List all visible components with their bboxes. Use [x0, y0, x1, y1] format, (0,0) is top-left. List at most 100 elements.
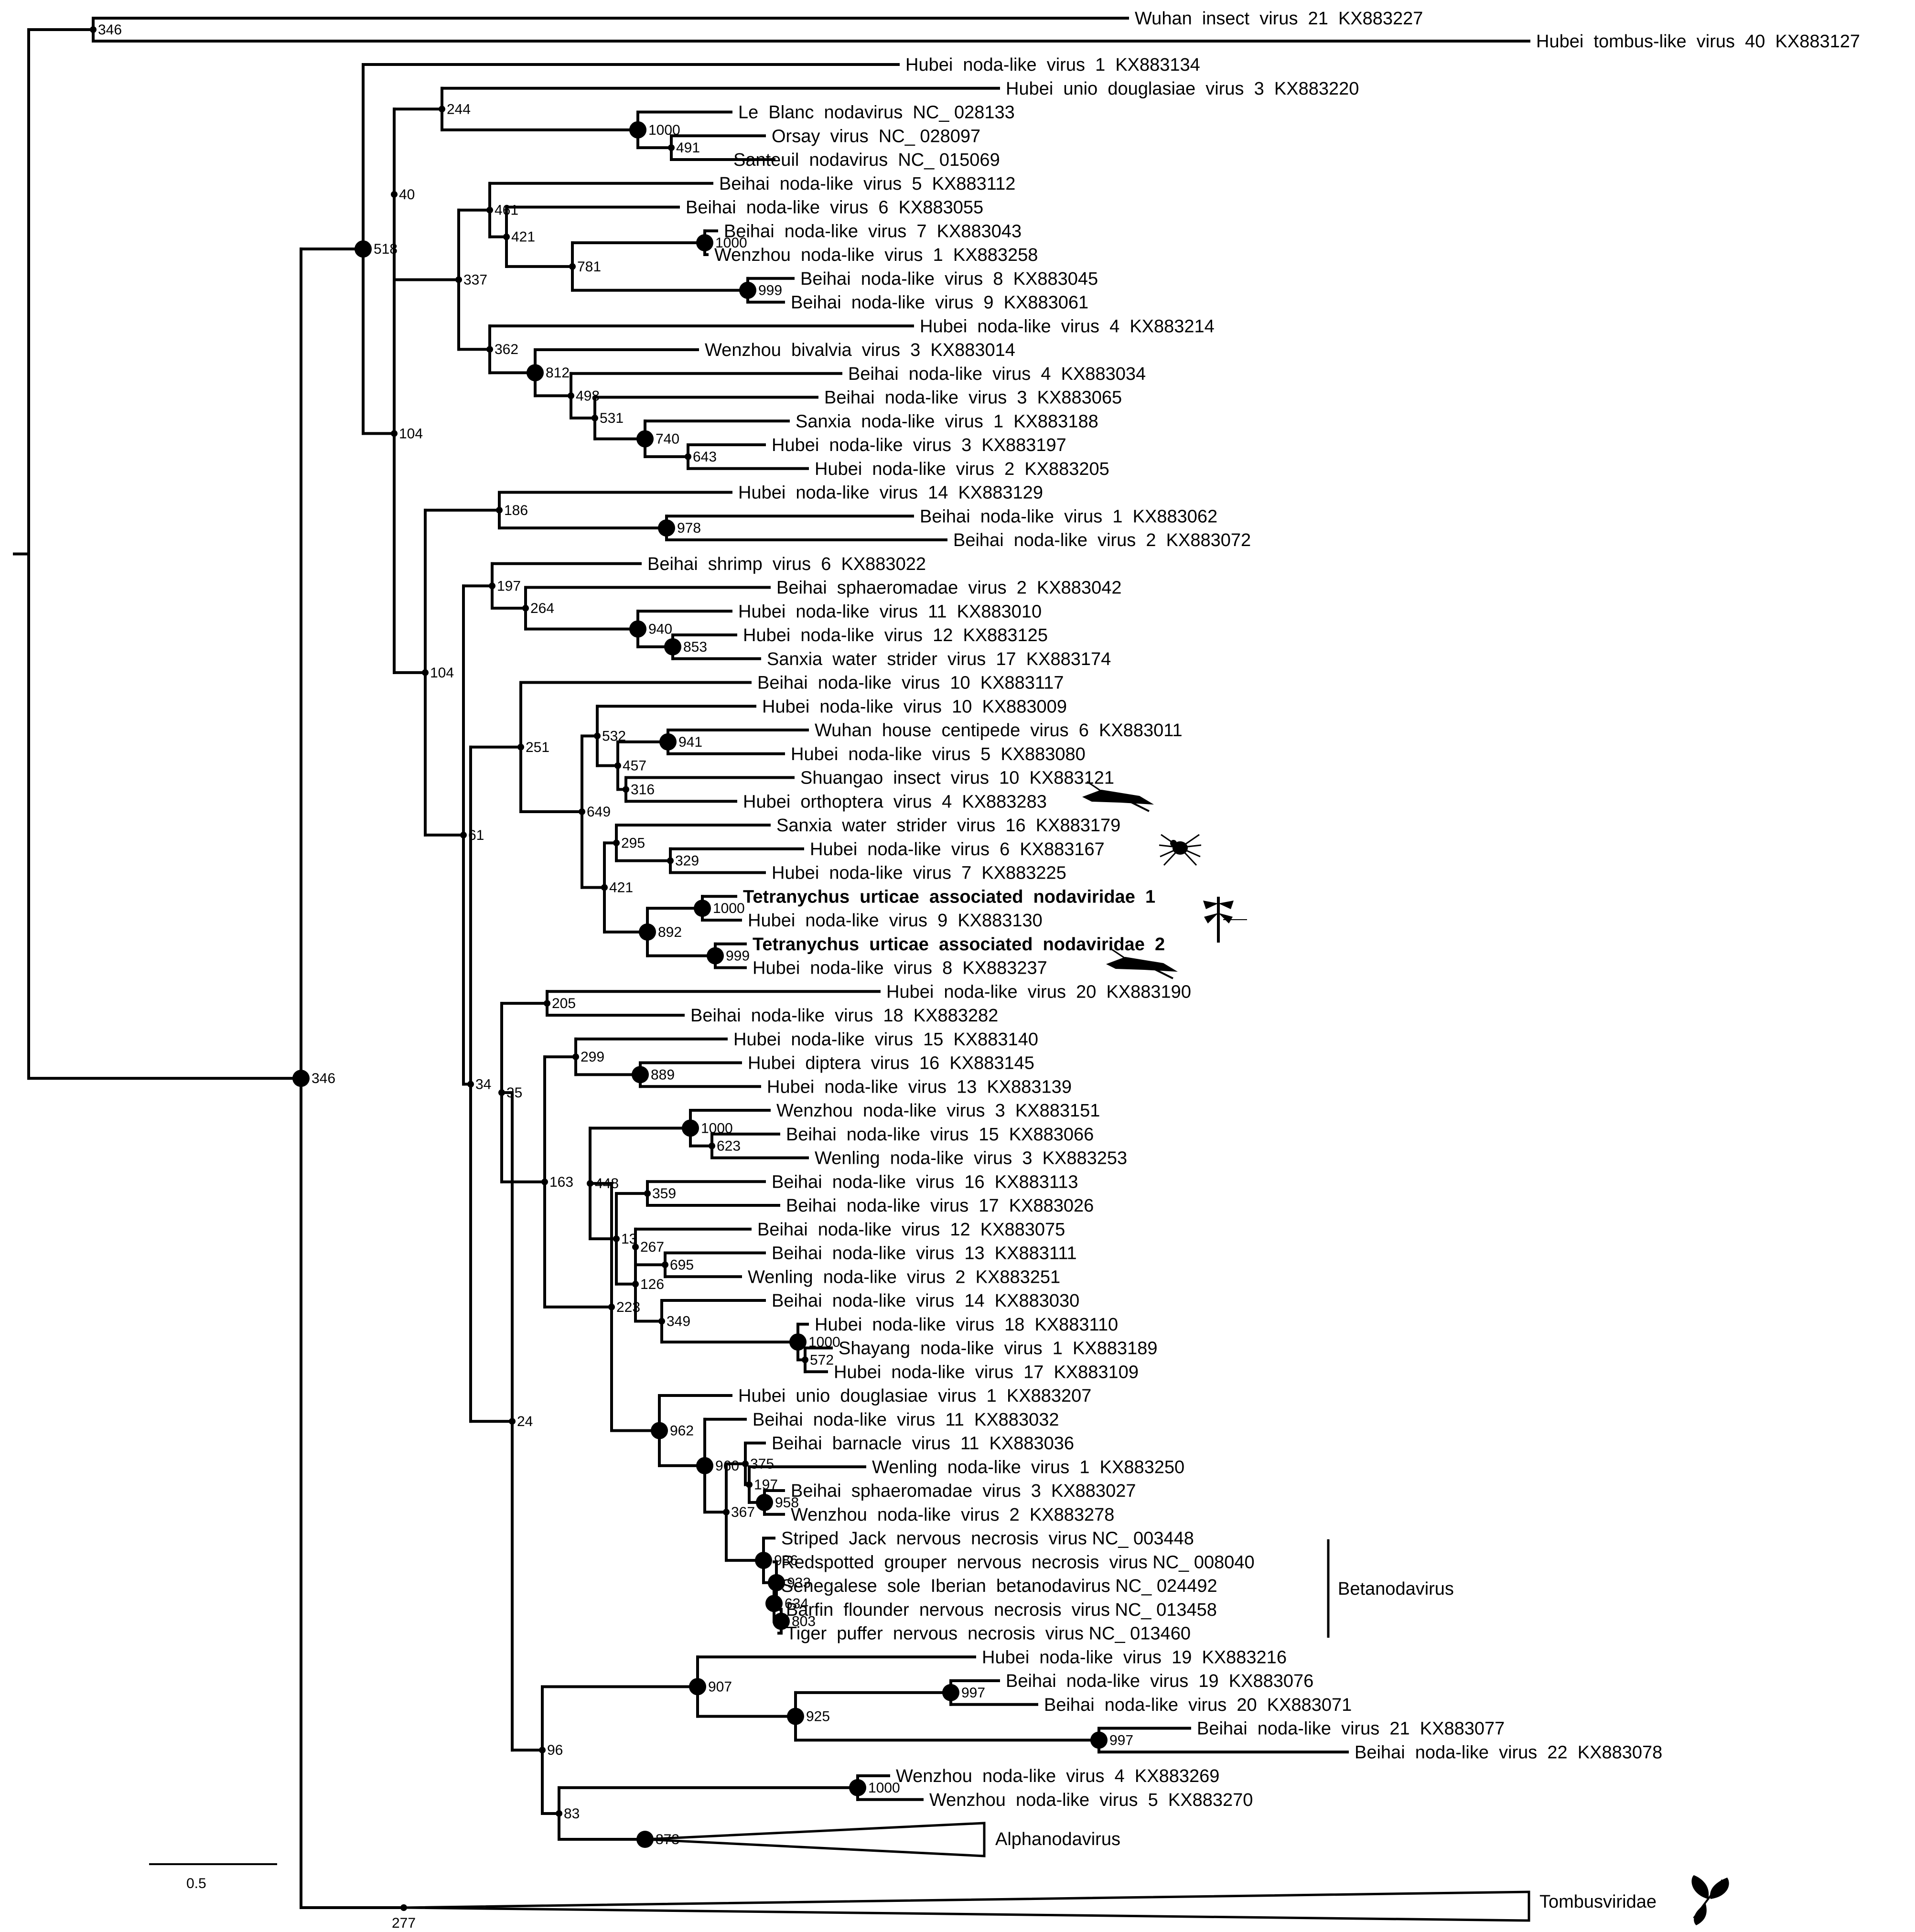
support-node [460, 831, 467, 838]
tip-label: Wenling noda-like virus 3 KX883253 [815, 1148, 1127, 1169]
tip-label: Shayang noda-like virus 1 KX883189 [839, 1339, 1158, 1359]
bootstrap-value: 889 [651, 1067, 675, 1083]
support-node [802, 1356, 808, 1363]
support-node [613, 1235, 620, 1242]
bootstrap-value: 925 [806, 1709, 830, 1725]
tip-label: Beihai noda-like virus 21 KX883077 [1197, 1719, 1505, 1739]
high-support-node [739, 281, 756, 299]
bootstrap-value: 35 [506, 1085, 522, 1101]
high-support-node [682, 1119, 699, 1137]
tip-label: Hubei orthoptera virus 4 KX883283 [743, 792, 1047, 812]
tip-label: Beihai noda-like virus 12 KX883075 [757, 1220, 1065, 1240]
bootstrap-value: 337 [463, 272, 487, 288]
high-support-node [696, 1457, 713, 1474]
support-node [569, 263, 576, 270]
high-support-node [773, 1612, 790, 1630]
tip-label: Hubei noda-like virus 19 KX883216 [982, 1647, 1287, 1667]
tip-label: Hubei noda-like virus 12 KX883125 [743, 625, 1048, 645]
tip-label: Wenzhou noda-like virus 4 KX883269 [896, 1766, 1219, 1786]
tombusviridae-collapsed-clade [403, 1890, 1530, 1922]
tip-label: Sanxia water strider virus 17 KX883174 [767, 649, 1111, 669]
high-support-node [659, 733, 677, 751]
support-node [623, 786, 629, 793]
support-node [667, 857, 674, 864]
tip-label: Wenzhou noda-like virus 3 KX883151 [776, 1101, 1100, 1121]
support-node [489, 582, 495, 590]
tip-label: Hubei noda-like virus 20 KX883190 [886, 982, 1191, 1002]
bootstrap-value: 186 [504, 503, 528, 518]
support-node [486, 346, 493, 353]
high-support-node [787, 1707, 804, 1725]
tip-label: Wenzhou noda-like virus 1 KX883258 [714, 245, 1038, 265]
bootstrap-value: 518 [374, 241, 398, 257]
high-support-node [755, 1552, 772, 1569]
bootstrap-value: 572 [810, 1352, 834, 1368]
high-support-node [355, 240, 372, 258]
bootstrap-value: 1000 [808, 1334, 840, 1350]
alphanodavirus-collapsed-clade [645, 1822, 986, 1857]
high-support-node [629, 121, 646, 139]
bootstrap-value: 740 [656, 431, 679, 447]
support-node [455, 276, 462, 283]
high-support-node [1090, 1731, 1108, 1749]
tip-label: Barfin flounder nervous necrosis virus N… [786, 1600, 1217, 1620]
support-node [658, 1318, 665, 1325]
tip-label: Hubei unio douglasiae virus 3 KX883220 [1006, 79, 1359, 99]
bootstrap-value: 958 [775, 1495, 799, 1511]
bootstrap-value: 941 [678, 734, 702, 750]
tip-label: Wenzhou bivalvia virus 3 KX883014 [705, 340, 1015, 360]
tip-label: Beihai noda-like virus 20 KX883071 [1044, 1695, 1352, 1715]
tip-label: Sanxia water strider virus 16 KX883179 [776, 816, 1120, 836]
support-node [541, 1178, 548, 1185]
support-node [391, 430, 398, 437]
tip-label: Beihai noda-like virus 17 KX883026 [786, 1196, 1094, 1216]
support-node [422, 669, 429, 676]
tip-label: Beihai noda-like virus 18 KX883282 [690, 1006, 998, 1026]
high-support-node [694, 900, 711, 917]
bootstrap-value: 24 [517, 1414, 533, 1429]
high-support-node [664, 638, 681, 655]
support-node [662, 1261, 668, 1268]
bootstrap-value: 83 [564, 1806, 580, 1822]
tip-label: Hubei noda-like virus 7 KX883225 [772, 863, 1066, 883]
bootstrap-value: 649 [587, 804, 611, 820]
bootstrap-value: 781 [577, 259, 601, 275]
support-node [509, 1418, 516, 1425]
tip-label: Tetranychus urticae associated nodavirid… [743, 887, 1155, 907]
support-node [391, 191, 398, 198]
tip-label: Beihai noda-like virus 22 KX883078 [1355, 1742, 1662, 1762]
bootstrap-values: 346 1000 491 244 1000 999 781 421 461 643 740 53149… [98, 22, 1133, 1931]
bootstrap-value: 104 [399, 426, 423, 441]
support-node [613, 839, 620, 847]
high-support-node [768, 1574, 785, 1591]
tip-label: Beihai barnacle virus 11 KX883036 [772, 1434, 1074, 1454]
bootstrap-value: 295 [621, 835, 645, 851]
bootstrap-value: 892 [658, 924, 682, 940]
support-node [632, 1280, 639, 1288]
bootstrap-value: 907 [708, 1679, 732, 1695]
bootstrap-value: 999 [758, 283, 782, 299]
tip-label: Beihai noda-like virus 7 KX883043 [724, 221, 1022, 241]
bootstrap-value: 962 [670, 1423, 694, 1438]
bootstrap-value: 498 [576, 388, 600, 404]
tip-label: Beihai noda-like virus 16 KX883113 [772, 1172, 1078, 1192]
bootstrap-value: 999 [726, 948, 750, 964]
bootstrap-value: 695 [670, 1257, 694, 1273]
tip-label: Hubei noda-like virus 3 KX883197 [772, 435, 1066, 455]
tip-label: Sanxia noda-like virus 1 KX883188 [796, 411, 1098, 431]
tip-label: Hubei noda-like virus 15 KX883140 [733, 1030, 1038, 1050]
support-node [556, 1810, 562, 1817]
bootstrap-value: 264 [530, 601, 554, 616]
support-node [709, 1142, 715, 1149]
tip-label: Beihai noda-like virus 11 KX883032 [753, 1410, 1059, 1430]
bootstrap-value: 448 [595, 1176, 619, 1191]
tip-label: Beihai noda-like virus 4 KX883034 [848, 364, 1146, 384]
bootstrap-value: 267 [640, 1239, 664, 1255]
support-node [601, 884, 608, 891]
bootstrap-value: 812 [546, 365, 570, 381]
bootstrap-value: 277 [392, 1915, 416, 1931]
high-support-node [292, 1070, 310, 1087]
bootstrap-value: 197 [754, 1477, 778, 1493]
bootstrap-value: 997 [1109, 1732, 1133, 1748]
high-support-node [639, 923, 656, 941]
